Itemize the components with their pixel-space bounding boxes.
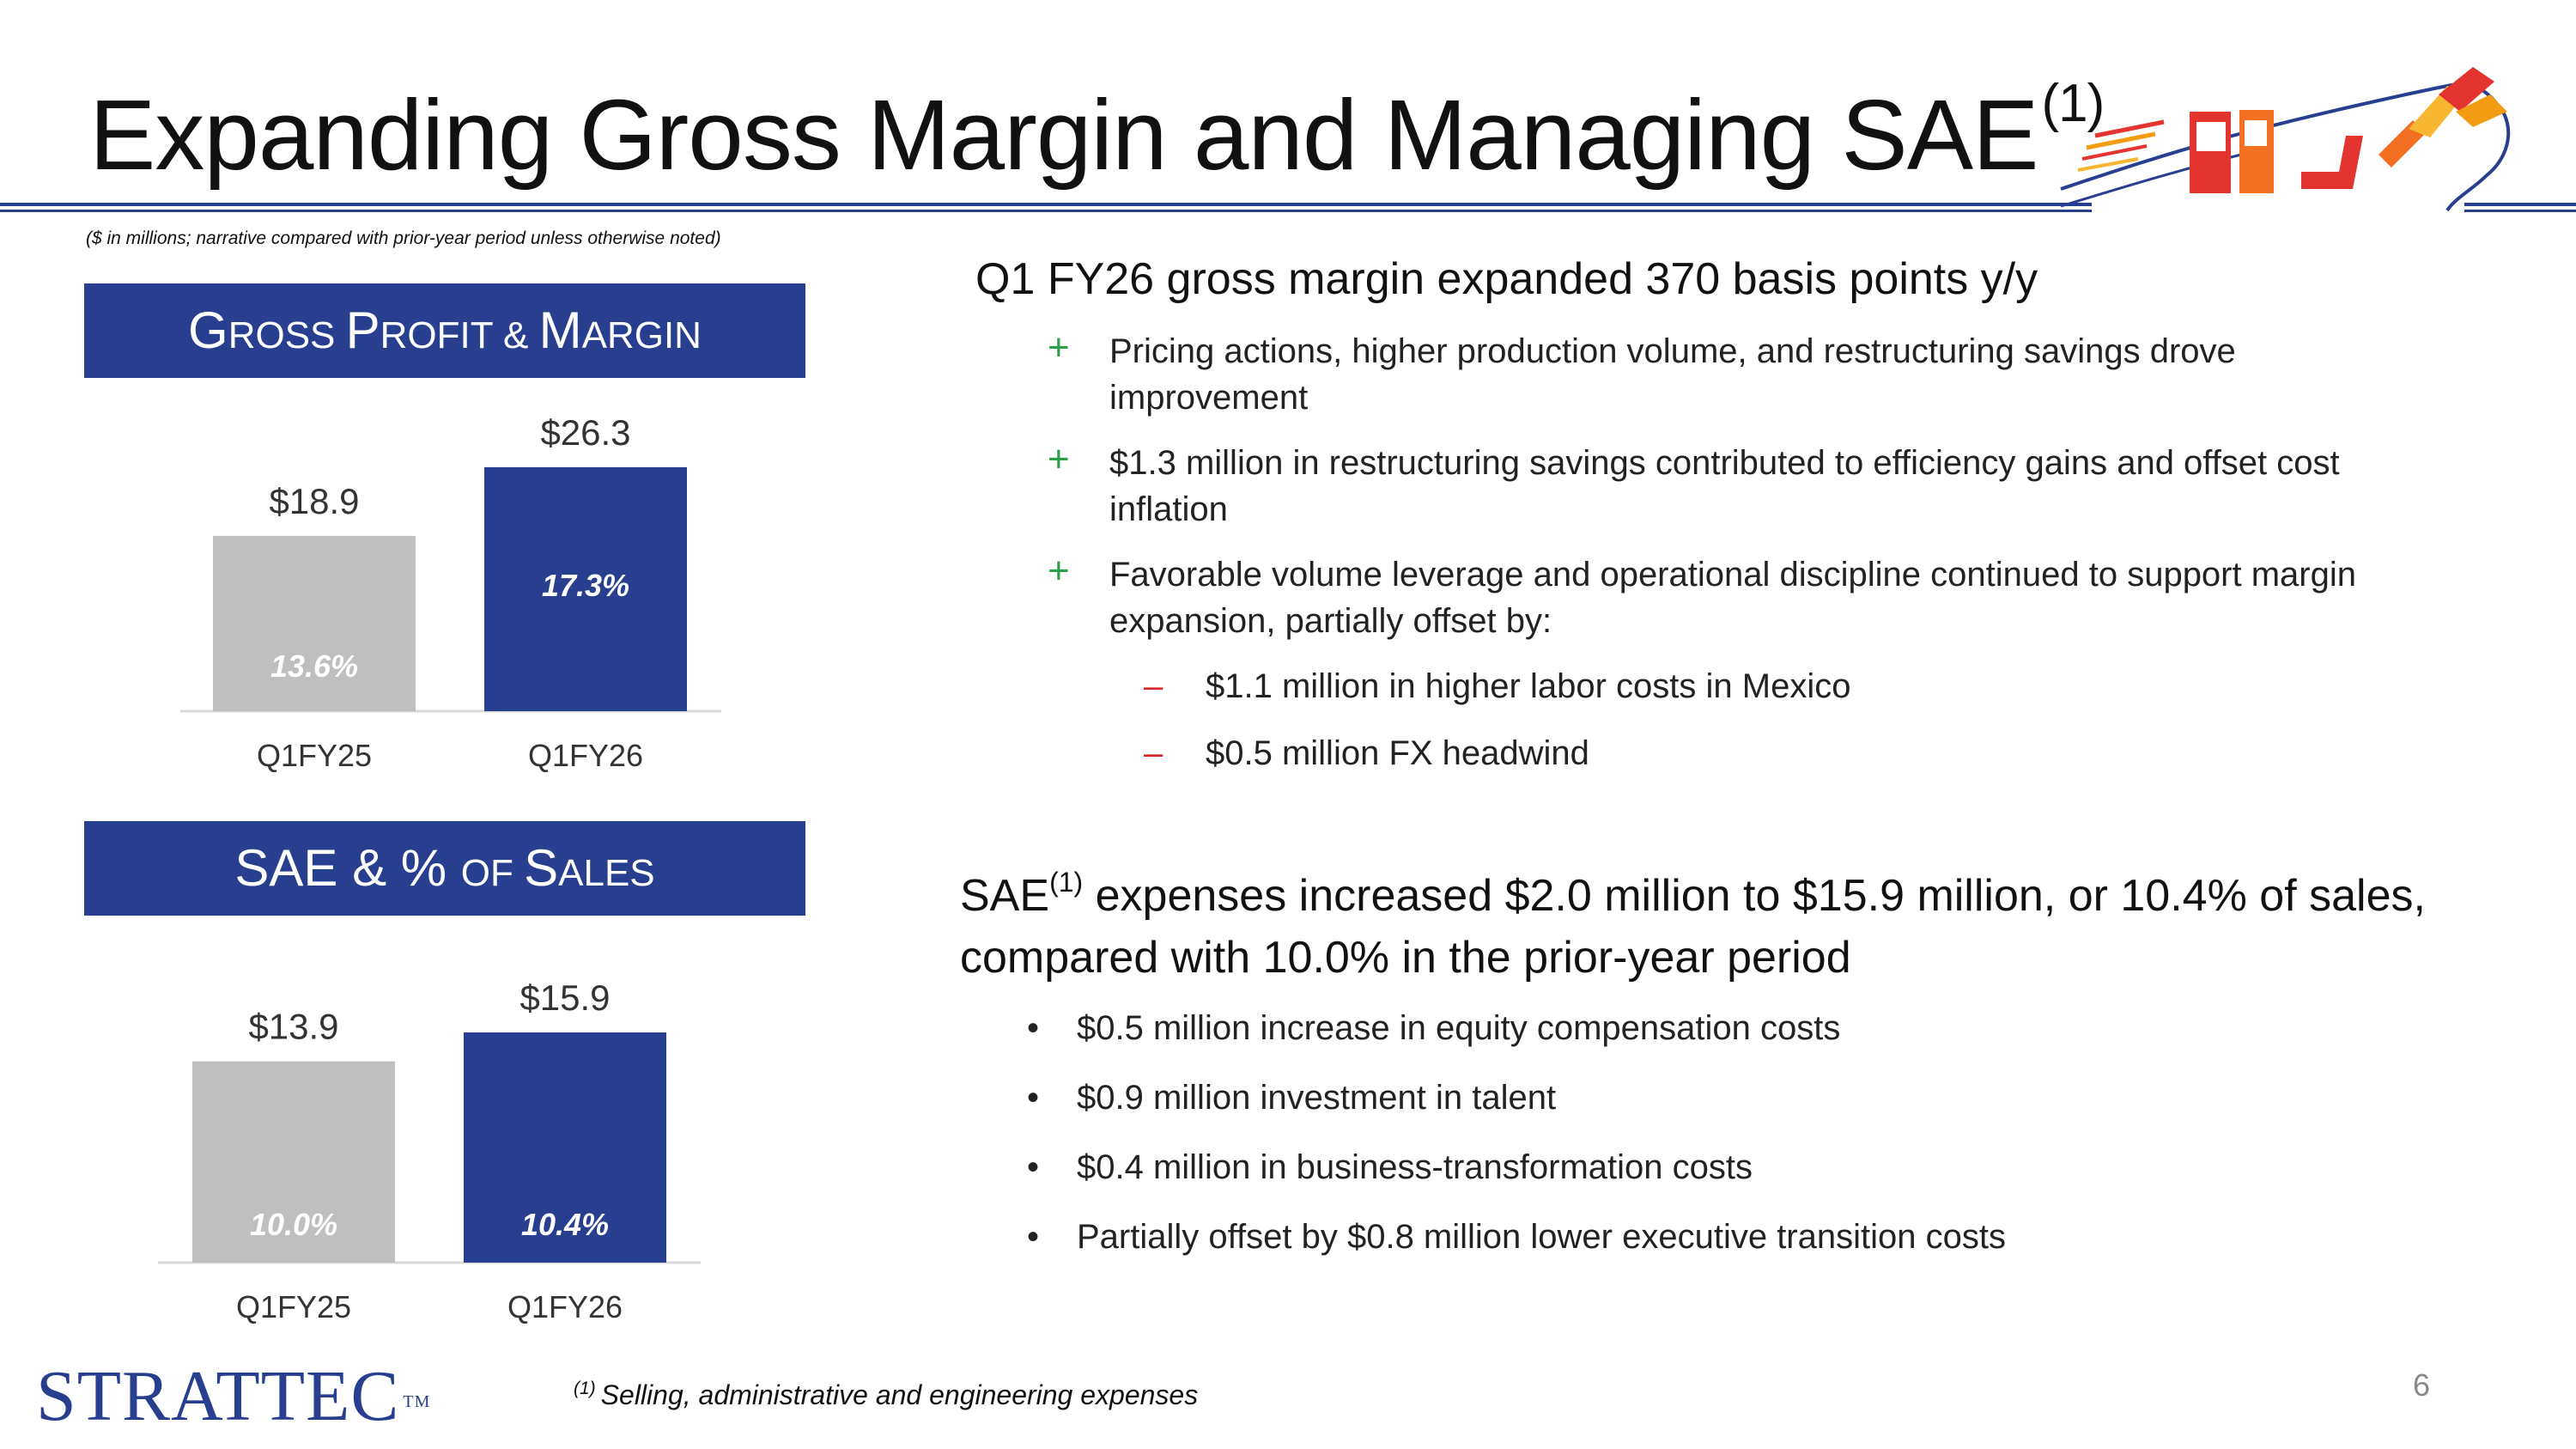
gross-profit-section-header: GROSS PROFIT & MARGIN xyxy=(84,283,805,378)
margin-label: 13.6% xyxy=(270,648,358,684)
category-label: Q1FY26 xyxy=(528,738,643,773)
sae-section-header: SAE & % OF SALES xyxy=(84,821,805,916)
bullet-icon: • xyxy=(1027,1218,1040,1256)
margin-label: 10.0% xyxy=(250,1207,337,1242)
value-label: $26.3 xyxy=(540,412,630,453)
value-label: $15.9 xyxy=(519,977,610,1018)
gross-margin-bullets: + Pricing actions, higher production vol… xyxy=(1048,326,2507,776)
gross-margin-heading: Q1 FY26 gross margin expanded 370 basis … xyxy=(975,254,2038,304)
category-label: Q1FY26 xyxy=(507,1289,623,1324)
list-item: – $1.1 million in higher labor costs in … xyxy=(1144,663,2507,709)
list-item: • Partially offset by $0.8 million lower… xyxy=(1027,1214,2487,1260)
category-label: Q1FY25 xyxy=(236,1289,351,1324)
list-item: + Pricing actions, higher production vol… xyxy=(1048,326,2236,417)
gross-profit-chart: $18.9 13.6% Q1FY25 $26.3 17.3% Q1FY26 xyxy=(180,412,721,773)
category-label: Q1FY25 xyxy=(257,738,372,773)
page-number: 6 xyxy=(2413,1367,2431,1403)
sae-bullets: • $0.5 million increase in equity compen… xyxy=(1027,1005,2487,1260)
company-logo: STRATTEC TM xyxy=(36,1356,431,1436)
margin-label: 17.3% xyxy=(542,568,629,603)
value-label: $13.9 xyxy=(248,1007,338,1047)
header-rule-top xyxy=(0,203,2092,206)
list-item: • $0.4 million in business-transformatio… xyxy=(1027,1144,2487,1190)
list-item: • $0.9 million investment in talent xyxy=(1027,1075,2487,1121)
footnote: (1) Selling, administrative and engineeri… xyxy=(574,1379,1199,1410)
minus-icon: – xyxy=(1144,667,1163,705)
plus-icon: + xyxy=(1048,550,1070,592)
value-label: $18.9 xyxy=(269,481,359,521)
header-rule-right-bottom xyxy=(2464,210,2576,212)
minus-icon: – xyxy=(1144,734,1163,772)
bullet-icon: • xyxy=(1027,1148,1040,1186)
bar-q1fy25 xyxy=(192,1061,395,1263)
sae-heading: SAE(1) expenses increased $2.0 million t… xyxy=(960,867,2426,983)
bar-q1fy26 xyxy=(464,1032,666,1263)
page-title: Expanding Gross Margin and Managing SAE(… xyxy=(89,74,2105,191)
list-item: – $0.5 million FX headwind xyxy=(1144,730,2507,776)
plus-icon: + xyxy=(1048,438,1070,480)
list-item: + $1.3 million in restructuring savings … xyxy=(1048,438,2340,528)
bar-q1fy26 xyxy=(484,467,687,711)
bar-q1fy25 xyxy=(213,535,416,711)
units-note: ($ in millions; narrative compared with … xyxy=(86,228,721,248)
vehicle-graphic-icon xyxy=(2060,67,2511,212)
bullet-icon: • xyxy=(1027,1079,1040,1117)
bullet-icon: • xyxy=(1027,1009,1040,1047)
list-item: • $0.5 million increase in equity compen… xyxy=(1027,1005,2487,1051)
header-rule-right-top xyxy=(2464,203,2576,206)
list-item: + Favorable volume leverage and operatio… xyxy=(1048,550,2356,640)
header-rule-bottom xyxy=(0,210,2092,212)
margin-label: 10.4% xyxy=(521,1207,609,1242)
sae-chart: $13.9 10.0% Q1FY25 $15.9 10.4% Q1FY26 xyxy=(158,977,701,1324)
plus-icon: + xyxy=(1048,326,1070,368)
title-footnote-ref: (1) xyxy=(2041,74,2105,133)
